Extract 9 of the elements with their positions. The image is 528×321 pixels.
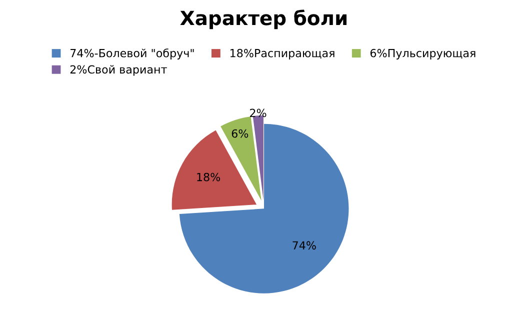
data-label: 18% — [197, 172, 220, 182]
legend-label: 2%Свой вариант — [70, 65, 167, 76]
data-label: 74% — [292, 241, 316, 250]
chart-title: Характер боли — [180, 10, 347, 30]
legend-label: 6%Пульсирующая — [370, 48, 476, 60]
data-label: 2% — [250, 108, 266, 118]
data-label: 6% — [232, 129, 248, 138]
legend-label: 18%Распирающая — [230, 48, 334, 60]
legend-label: 74%-Болевой "обруч" — [70, 48, 194, 60]
